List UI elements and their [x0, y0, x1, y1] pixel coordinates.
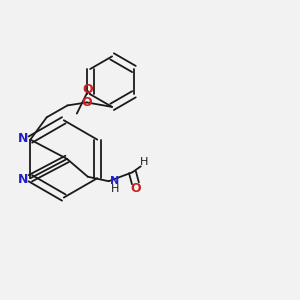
Text: H: H: [140, 157, 148, 167]
Text: O: O: [82, 96, 92, 109]
Text: O: O: [130, 182, 141, 195]
Text: N: N: [18, 132, 28, 145]
Text: H: H: [110, 184, 119, 194]
Text: O: O: [82, 83, 92, 96]
Text: N: N: [18, 173, 28, 186]
Text: N: N: [110, 176, 119, 186]
